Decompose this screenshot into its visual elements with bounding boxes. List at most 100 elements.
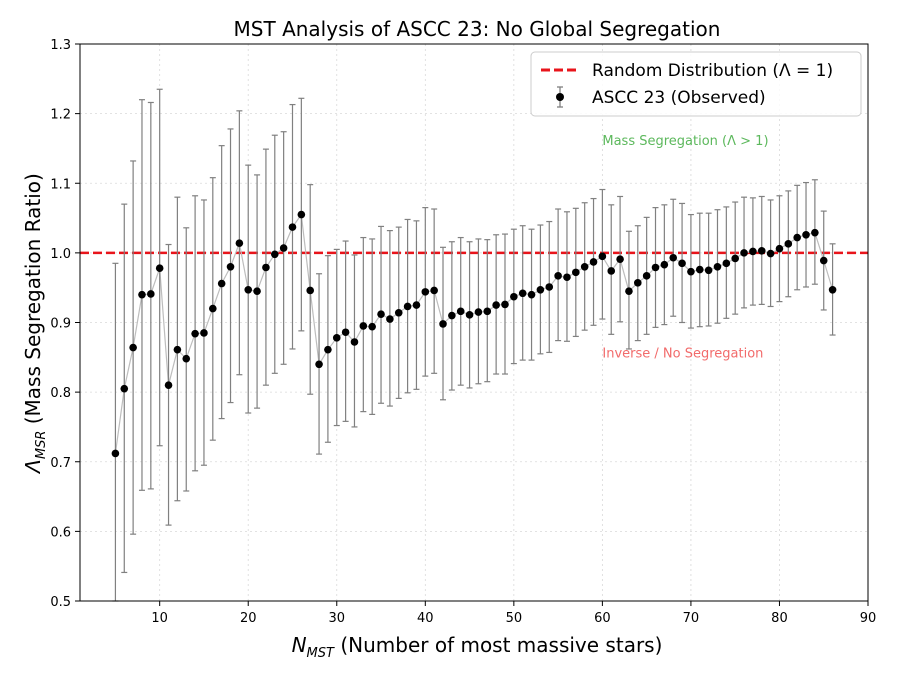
data-point bbox=[589, 258, 598, 266]
data-point bbox=[297, 210, 306, 219]
data-point bbox=[386, 315, 394, 323]
x-tick-label: 20 bbox=[240, 611, 257, 626]
y-axis-label: ΛMSR (Mass Segregation Ratio) bbox=[21, 173, 49, 475]
data-point bbox=[306, 286, 315, 295]
data-point bbox=[607, 267, 616, 275]
data-point bbox=[669, 253, 678, 262]
data-point bbox=[182, 354, 191, 363]
data-point bbox=[678, 259, 686, 268]
data-point bbox=[448, 311, 456, 320]
data-point bbox=[518, 289, 527, 298]
y-axis-label-sub: MSR bbox=[34, 431, 49, 460]
data-point bbox=[722, 259, 731, 268]
legend: Random Distribution (Λ = 1) ASCC 23 (Obs… bbox=[530, 51, 862, 117]
data-point bbox=[324, 345, 332, 354]
data-point bbox=[536, 285, 545, 294]
y-tick-label: 0.5 bbox=[50, 595, 71, 610]
data-point bbox=[226, 263, 235, 271]
y-tick-label: 0.8 bbox=[50, 386, 71, 401]
data-point bbox=[332, 334, 341, 342]
x-tick-label: 40 bbox=[417, 611, 434, 626]
legend-marker-swatch bbox=[556, 93, 564, 101]
data-point bbox=[766, 249, 775, 258]
y-tick-label: 1.2 bbox=[50, 108, 71, 123]
data-point bbox=[253, 287, 261, 295]
data-point bbox=[811, 228, 819, 237]
data-point bbox=[757, 246, 766, 255]
data-point bbox=[819, 256, 828, 265]
data-point bbox=[704, 266, 713, 275]
data-point bbox=[492, 301, 500, 309]
data-point bbox=[350, 338, 359, 346]
data-point bbox=[474, 308, 483, 316]
data-point bbox=[828, 285, 837, 294]
data-point bbox=[341, 328, 350, 337]
data-point bbox=[288, 223, 297, 231]
data-point bbox=[209, 304, 217, 313]
x-tick-label: 50 bbox=[506, 611, 523, 626]
data-point bbox=[430, 286, 438, 295]
data-point bbox=[545, 283, 554, 291]
data-point bbox=[262, 263, 270, 272]
data-point bbox=[713, 263, 722, 271]
data-point bbox=[465, 311, 474, 319]
data-point bbox=[802, 230, 810, 239]
legend-reference-label: Random Distribution (Λ = 1) bbox=[592, 61, 833, 81]
x-axis-ticks: 10 20 30 40 50 60 70 80 90 bbox=[151, 601, 876, 626]
data-point bbox=[120, 384, 129, 393]
data-point bbox=[111, 449, 120, 458]
data-point bbox=[129, 343, 137, 352]
y-tick-label: 1.0 bbox=[50, 247, 71, 262]
data-point bbox=[633, 279, 642, 287]
data-point bbox=[147, 290, 155, 298]
data-point bbox=[616, 255, 624, 263]
data-point bbox=[510, 292, 518, 301]
data-point bbox=[563, 273, 571, 282]
data-point bbox=[244, 285, 253, 294]
data-point bbox=[793, 233, 801, 242]
y-axis-label-rest: (Mass Segregation Ratio) bbox=[21, 173, 45, 430]
data-point bbox=[625, 287, 633, 295]
x-axis-label-rest: (Number of most massive stars) bbox=[334, 633, 662, 657]
data-point bbox=[394, 308, 403, 317]
data-point bbox=[439, 320, 447, 328]
data-point bbox=[554, 272, 562, 280]
x-axis-label: NMST (Number of most massive stars) bbox=[292, 633, 663, 661]
series-connecting-line-group bbox=[114, 212, 834, 454]
data-point bbox=[200, 329, 208, 337]
data-point bbox=[412, 301, 421, 309]
x-tick-label: 70 bbox=[683, 611, 700, 626]
annotation-label: Mass Segregation (Λ > 1) bbox=[602, 134, 768, 149]
data-point bbox=[421, 288, 430, 296]
data-point bbox=[456, 307, 465, 316]
data-point bbox=[368, 322, 376, 331]
legend-series-label: ASCC 23 (Observed) bbox=[592, 88, 766, 108]
legend-box bbox=[530, 51, 862, 117]
data-point bbox=[164, 381, 173, 389]
data-point bbox=[731, 254, 739, 263]
annotation-label: Inverse / No Segregation bbox=[602, 346, 763, 361]
x-tick-label: 10 bbox=[151, 611, 168, 626]
data-point bbox=[651, 263, 660, 272]
y-tick-label: 0.6 bbox=[50, 525, 71, 540]
data-point bbox=[784, 240, 793, 248]
y-tick-label: 1.3 bbox=[50, 38, 71, 53]
data-point bbox=[483, 307, 492, 316]
data-point bbox=[191, 329, 199, 338]
data-point bbox=[580, 263, 589, 271]
data-point bbox=[270, 250, 279, 259]
series-connecting-line bbox=[114, 212, 834, 454]
data-point bbox=[501, 300, 509, 309]
data-point bbox=[217, 279, 226, 288]
y-tick-label: 0.7 bbox=[50, 456, 71, 471]
x-axis-label-main: N bbox=[292, 633, 307, 657]
data-point bbox=[359, 322, 368, 330]
data-point bbox=[315, 360, 323, 369]
y-axis-ticks: 0.5 0.6 0.7 0.8 0.9 1.0 1.1 1.2 1.3 bbox=[50, 38, 80, 610]
data-point bbox=[740, 249, 748, 257]
data-point bbox=[642, 272, 651, 280]
data-point bbox=[749, 247, 757, 256]
data-point bbox=[687, 267, 695, 276]
data-point bbox=[155, 264, 164, 272]
